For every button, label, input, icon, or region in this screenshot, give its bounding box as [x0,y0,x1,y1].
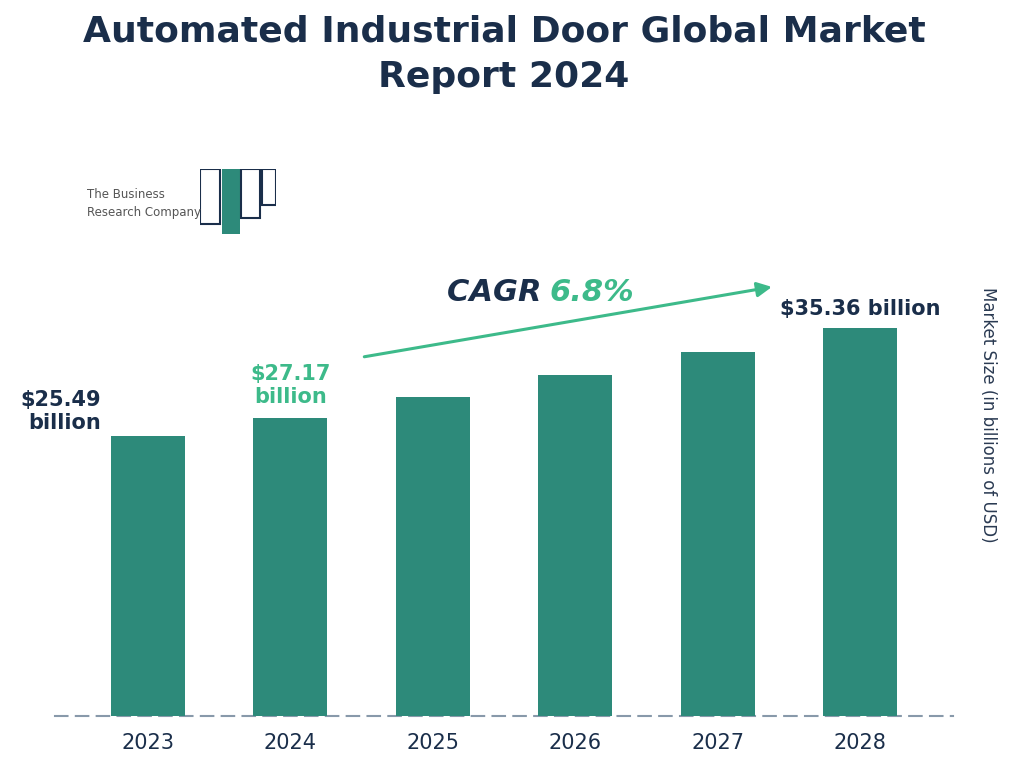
Bar [111,436,185,717]
Bar [200,169,220,224]
Bar [823,328,897,717]
Text: $27.17
billion: $27.17 billion [250,363,331,407]
Bar [395,397,470,717]
Bar [262,169,276,205]
Text: CAGR: CAGR [447,278,552,307]
Text: The Business
Research Company: The Business Research Company [87,188,201,219]
Text: Market Size (in billions of USD): Market Size (in billions of USD) [979,287,997,542]
Bar [242,169,260,218]
Bar [222,169,240,234]
Text: 6.8%: 6.8% [550,278,634,307]
Title: Automated Industrial Door Global Market
Report 2024: Automated Industrial Door Global Market … [83,15,926,94]
Text: $25.49
billion: $25.49 billion [20,389,101,433]
Bar [539,376,612,717]
Bar [253,418,328,717]
Text: $35.36 billion: $35.36 billion [780,299,940,319]
Bar [681,353,755,717]
